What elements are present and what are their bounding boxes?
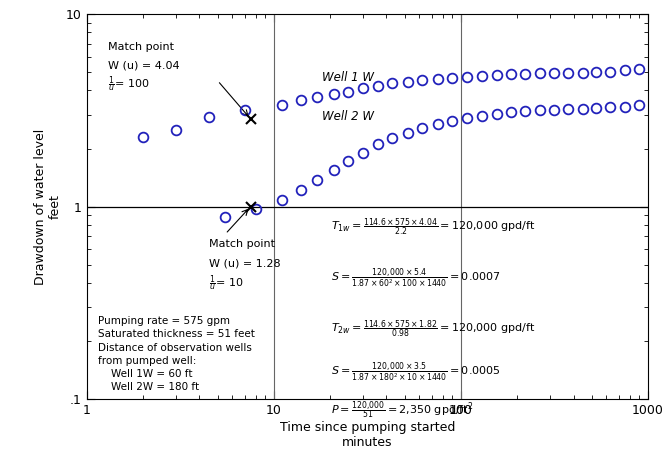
Text: $S = \frac{120{,}000 \times 3.5}{1.87 \times 180^2 \times 10 \times 1440} = 0.00: $S = \frac{120{,}000 \times 3.5}{1.87 \t… xyxy=(331,361,501,384)
Text: $S = \frac{120{,}000 \times 5.4}{1.87 \times 60^2 \times 100 \times 1440} = 0.00: $S = \frac{120{,}000 \times 5.4}{1.87 \t… xyxy=(331,266,501,290)
Text: Well 1 W: Well 1 W xyxy=(321,72,373,84)
Text: $\frac{1}{u}$= 100: $\frac{1}{u}$= 100 xyxy=(108,74,150,95)
Text: W (u) = 4.04: W (u) = 4.04 xyxy=(108,61,180,71)
X-axis label: Time since pumping started
minutes: Time since pumping started minutes xyxy=(280,421,455,449)
Text: W (u) = 1.28: W (u) = 1.28 xyxy=(209,258,281,268)
Text: Pumping rate = 575 gpm
Saturated thickness = 51 feet
Distance of observation wel: Pumping rate = 575 gpm Saturated thickne… xyxy=(98,316,255,392)
Text: $T_{1w} = \frac{114.6 \times 575 \times 4.04}{2.2} = 120{,}000$ gpd/ft: $T_{1w} = \frac{114.6 \times 575 \times … xyxy=(331,216,536,238)
Text: $\frac{1}{u}$= 10: $\frac{1}{u}$= 10 xyxy=(209,274,244,294)
Text: Match point: Match point xyxy=(209,239,275,249)
Text: $P = \frac{120{,}000}{51} = 2{,}350$ gpd/ft$^2$: $P = \frac{120{,}000}{51} = 2{,}350$ gpd… xyxy=(331,399,474,421)
Text: $T_{2w} = \frac{114.6 \times 575 \times 1.82}{0.98} = 120{,}000$ gpd/ft: $T_{2w} = \frac{114.6 \times 575 \times … xyxy=(331,319,536,340)
Y-axis label: Drawdown of water level
feet: Drawdown of water level feet xyxy=(34,129,62,285)
Text: Well 2 W: Well 2 W xyxy=(321,110,373,123)
Text: Match point: Match point xyxy=(108,42,174,52)
